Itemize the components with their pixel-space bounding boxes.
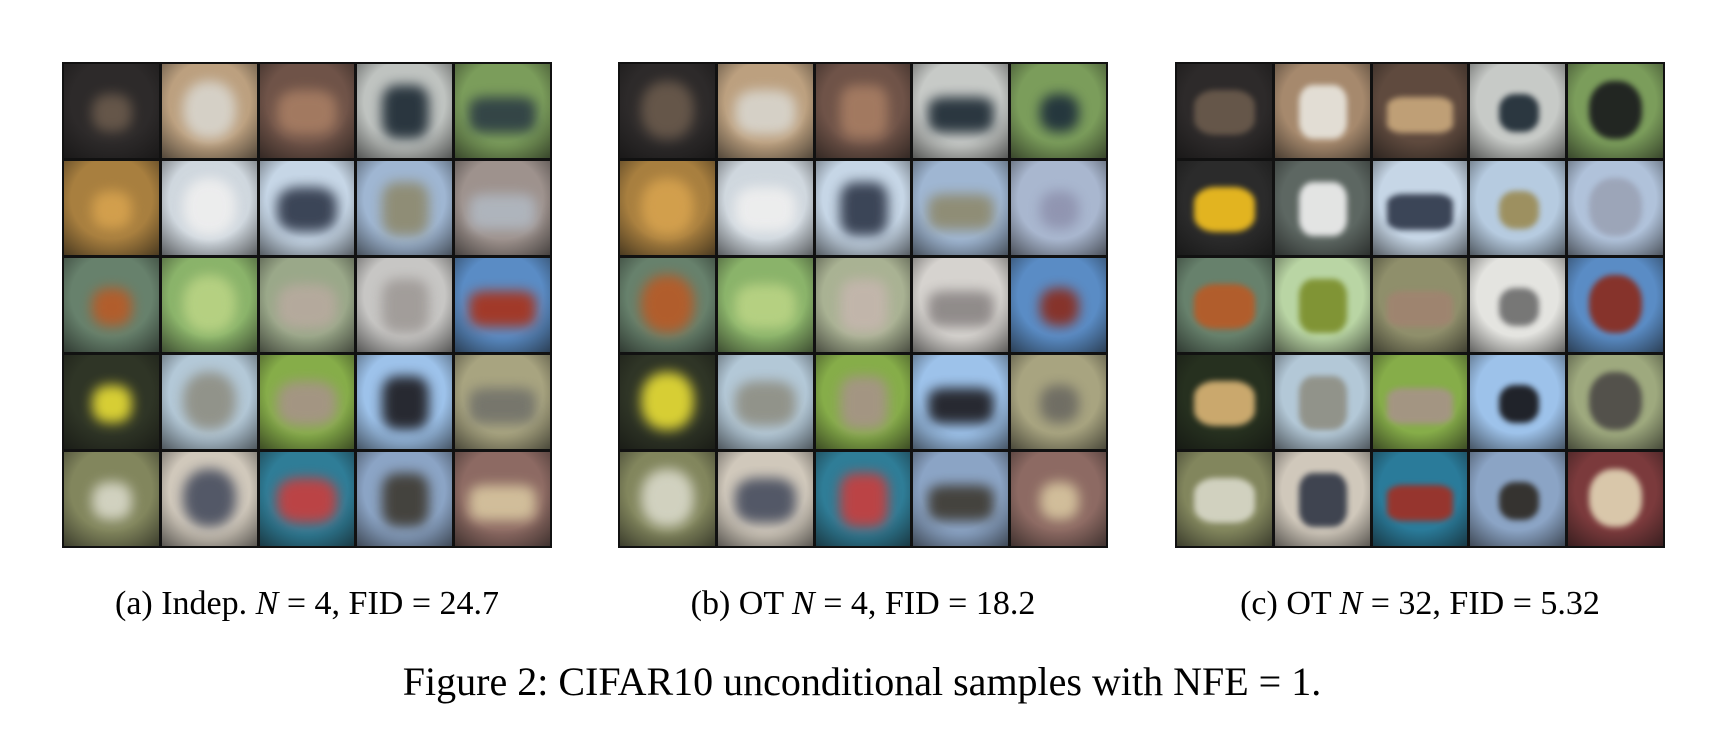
sample-image-b-r1-c2 xyxy=(717,64,813,158)
sample-grid-a xyxy=(62,62,552,548)
sample-image-a-r4-c2 xyxy=(161,355,257,449)
sample-image-a-r5-c3 xyxy=(259,452,355,546)
subcaption-b-suffix: , FID = 18.2 xyxy=(867,585,1036,622)
sample-image-b-r2-c1 xyxy=(620,161,715,255)
sample-grid-b xyxy=(618,62,1108,548)
subcaption-a-eq: = 4 xyxy=(278,585,332,622)
sample-image-c-r1-c1 xyxy=(1177,64,1272,158)
subcaption-b: (b) OT N = 4, FID = 18.2 xyxy=(583,585,1143,623)
sample-image-a-r3-c2 xyxy=(161,258,257,352)
subcaption-b-eq: = 4 xyxy=(814,585,868,622)
sample-image-c-r4-c5 xyxy=(1568,355,1663,449)
sample-image-c-r3-c5 xyxy=(1568,258,1663,352)
sample-image-c-r1-c4 xyxy=(1470,64,1565,158)
sample-image-b-r5-c2 xyxy=(717,452,813,546)
sample-image-c-r4-c2 xyxy=(1274,355,1370,449)
sample-image-c-r5-c5 xyxy=(1568,452,1663,546)
sample-image-b-r5-c4 xyxy=(913,452,1008,546)
sample-image-a-r1-c1 xyxy=(64,64,159,158)
sample-image-a-r1-c4 xyxy=(357,64,452,158)
sample-image-c-r5-c1 xyxy=(1177,452,1272,546)
sample-image-c-r2-c4 xyxy=(1470,161,1565,255)
subcaption-c-eq: = 32 xyxy=(1362,585,1433,622)
subcaption-a-symbol: N xyxy=(255,585,279,622)
sample-image-b-r2-c2 xyxy=(717,161,813,255)
sample-image-a-r3-c4 xyxy=(357,258,452,352)
sample-image-a-r3-c1 xyxy=(64,258,159,352)
sample-image-a-r4-c4 xyxy=(357,355,452,449)
sample-image-c-r4-c4 xyxy=(1470,355,1565,449)
sample-image-a-r1-c5 xyxy=(455,64,550,158)
sample-image-a-r5-c1 xyxy=(64,452,159,546)
sample-image-a-r4-c5 xyxy=(455,355,550,449)
sample-image-a-r4-c1 xyxy=(64,355,159,449)
sample-grid-c xyxy=(1175,62,1665,548)
sample-image-c-r2-c2 xyxy=(1274,161,1370,255)
sample-image-b-r1-c4 xyxy=(913,64,1008,158)
sample-image-a-r2-c3 xyxy=(259,161,355,255)
sample-image-c-r5-c4 xyxy=(1470,452,1565,546)
subcaption-c-symbol: N xyxy=(1339,585,1363,622)
subcaption-a-suffix: , FID = 24.7 xyxy=(331,585,499,622)
sample-image-c-r1-c5 xyxy=(1568,64,1663,158)
sample-image-a-r2-c4 xyxy=(357,161,452,255)
subcaption-c: (c) OT N = 32, FID = 5.32 xyxy=(1140,585,1700,623)
sample-image-b-r4-c4 xyxy=(913,355,1008,449)
sample-image-b-r5-c3 xyxy=(815,452,911,546)
sample-image-c-r3-c3 xyxy=(1372,258,1468,352)
sample-image-a-r1-c2 xyxy=(161,64,257,158)
sample-image-b-r1-c3 xyxy=(815,64,911,158)
figure-caption: Figure 2: CIFAR10 unconditional samples … xyxy=(402,659,1322,704)
sample-image-c-r1-c3 xyxy=(1372,64,1468,158)
sample-image-c-r2-c5 xyxy=(1568,161,1663,255)
sample-image-c-r3-c4 xyxy=(1470,258,1565,352)
subcaption-a: (a) Indep. N = 4, FID = 24.7 xyxy=(27,585,587,623)
sample-image-b-r3-c2 xyxy=(717,258,813,352)
sample-image-b-r5-c5 xyxy=(1011,452,1106,546)
sample-image-c-r5-c3 xyxy=(1372,452,1468,546)
sample-image-a-r2-c5 xyxy=(455,161,550,255)
sample-image-b-r5-c1 xyxy=(620,452,715,546)
sample-image-a-r3-c5 xyxy=(455,258,550,352)
sample-image-b-r2-c3 xyxy=(815,161,911,255)
sample-image-b-r3-c3 xyxy=(815,258,911,352)
sample-image-b-r3-c5 xyxy=(1011,258,1106,352)
sample-image-c-r5-c2 xyxy=(1274,452,1370,546)
sample-image-c-r2-c1 xyxy=(1177,161,1272,255)
sample-image-a-r2-c2 xyxy=(161,161,257,255)
subcaption-c-suffix: , FID = 5.32 xyxy=(1432,585,1600,622)
subcaption-c-prefix: (c) OT xyxy=(1240,585,1340,622)
sample-image-b-r3-c4 xyxy=(913,258,1008,352)
sample-image-b-r4-c3 xyxy=(815,355,911,449)
subcaption-b-prefix: (b) OT xyxy=(690,585,792,622)
sample-image-a-r1-c3 xyxy=(259,64,355,158)
subcaption-b-symbol: N xyxy=(792,585,815,622)
subcaption-a-prefix: (a) Indep. xyxy=(115,585,256,622)
sample-image-c-r2-c3 xyxy=(1372,161,1468,255)
sample-image-b-r2-c5 xyxy=(1011,161,1106,255)
sample-image-b-r4-c2 xyxy=(717,355,813,449)
sample-image-b-r4-c1 xyxy=(620,355,715,449)
sample-image-b-r3-c1 xyxy=(620,258,715,352)
sample-image-a-r5-c2 xyxy=(161,452,257,546)
sample-image-a-r3-c3 xyxy=(259,258,355,352)
sample-image-a-r2-c1 xyxy=(64,161,159,255)
sample-image-c-r1-c2 xyxy=(1274,64,1370,158)
sample-image-b-r2-c4 xyxy=(913,161,1008,255)
sample-image-a-r5-c5 xyxy=(455,452,550,546)
sample-image-b-r1-c5 xyxy=(1011,64,1106,158)
sample-image-b-r1-c1 xyxy=(620,64,715,158)
sample-image-a-r4-c3 xyxy=(259,355,355,449)
sample-image-c-r3-c2 xyxy=(1274,258,1370,352)
sample-image-c-r3-c1 xyxy=(1177,258,1272,352)
sample-image-a-r5-c4 xyxy=(357,452,452,546)
sample-image-c-r4-c3 xyxy=(1372,355,1468,449)
sample-image-c-r4-c1 xyxy=(1177,355,1272,449)
sample-image-b-r4-c5 xyxy=(1011,355,1106,449)
